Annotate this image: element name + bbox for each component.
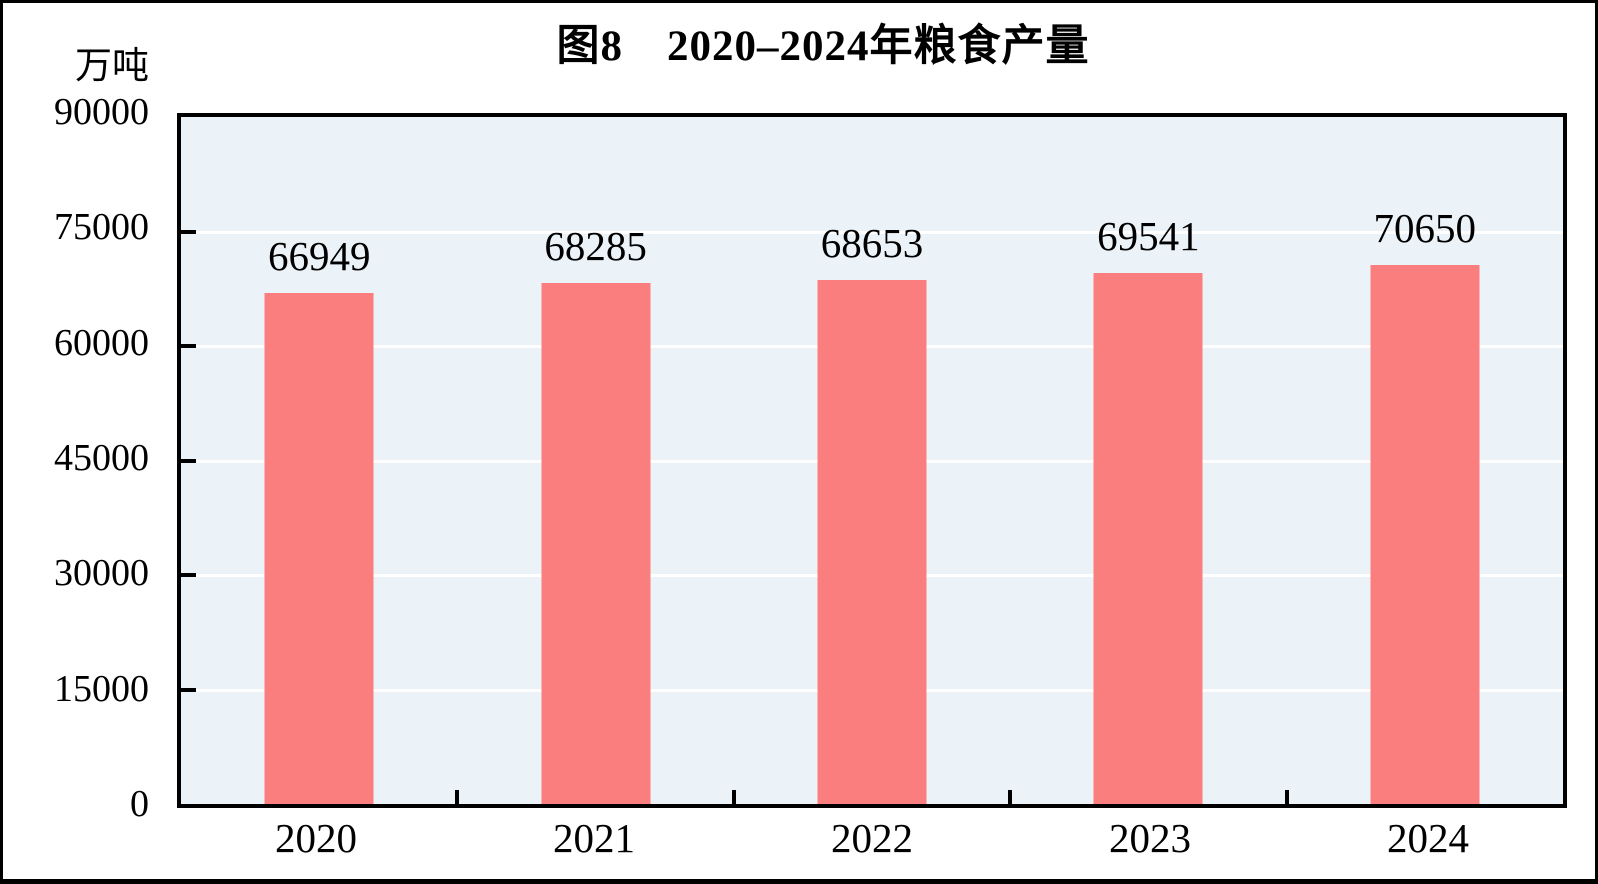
x-tick-mark (1284, 790, 1289, 804)
y-tick-label: 30000 (54, 552, 149, 595)
bar (264, 292, 374, 804)
y-tick-mark (181, 458, 196, 463)
y-tick-mark (181, 344, 196, 348)
y-tick-label: 90000 (54, 91, 149, 134)
y-axis-tick-labels: 0 15000 30000 45000 60000 75000 90000 (3, 93, 149, 823)
bar-value-label: 69541 (1097, 213, 1200, 260)
x-category-label: 2021 (553, 815, 635, 861)
plot-area: 66949 68285 68653 69541 70650 (177, 113, 1567, 808)
x-tick-mark (455, 790, 460, 804)
y-tick-label: 75000 (54, 206, 149, 249)
bar (1370, 264, 1480, 804)
x-tick-mark (1008, 790, 1013, 804)
y-tick-mark (181, 573, 196, 577)
y-tick-label: 45000 (54, 437, 149, 480)
bar-value-label: 68285 (544, 222, 647, 269)
y-tick-label: 0 (130, 783, 149, 826)
y-axis-unit-label: 万吨 (75, 46, 149, 87)
x-tick-mark (731, 790, 736, 804)
x-category-label: 2020 (275, 815, 357, 861)
chart-title: 图8 2020–2024年粮食产量 (556, 23, 1090, 70)
bar (1093, 273, 1203, 804)
bar (541, 282, 651, 804)
x-category-label: 2022 (831, 815, 913, 861)
y-tick-label: 15000 (54, 667, 149, 710)
bar-value-label: 68653 (820, 219, 924, 266)
bar-value-label: 66949 (267, 232, 371, 279)
y-tick-mark (181, 229, 196, 234)
bar (817, 279, 927, 804)
bar-value-label: 70650 (1373, 204, 1477, 251)
y-tick-mark (181, 687, 196, 692)
x-category-label: 2023 (1109, 815, 1191, 861)
gridline (181, 230, 1563, 234)
x-axis-category-labels: 2020 2021 2022 2023 2024 (177, 815, 1567, 874)
y-tick-label: 60000 (54, 321, 149, 364)
x-category-label: 2024 (1387, 815, 1469, 861)
